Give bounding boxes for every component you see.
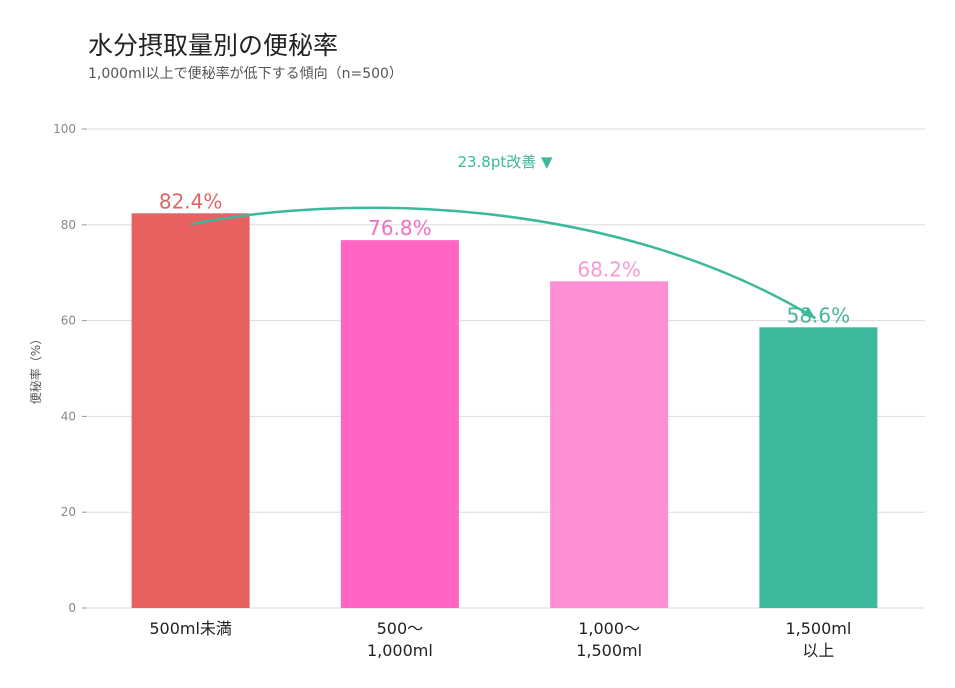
y-axis-label: 便秘率（%） (28, 333, 43, 404)
data-label: 76.8% (368, 216, 432, 240)
y-tick-label: 80 (61, 218, 76, 232)
x-tick-label: 1,500ml (576, 641, 642, 660)
y-tick-label: 0 (68, 601, 76, 615)
x-tick-label: 以上 (802, 641, 834, 660)
x-tick-label: 500ml未満 (149, 619, 232, 638)
x-tick-label: 1,000ml (367, 641, 433, 660)
bar (131, 213, 250, 608)
bar (759, 327, 878, 608)
y-tick-label: 40 (61, 409, 76, 423)
x-tick-label: 1,500ml (785, 619, 851, 638)
chart-subtitle: 1,000ml以上で便秘率が低下する傾向（n=500） (88, 66, 403, 82)
data-label: 82.4% (159, 189, 223, 213)
x-tick-label: 1,000〜 (578, 619, 640, 638)
bar (340, 240, 459, 609)
chart-title: 水分摂取量別の便秘率 (88, 31, 339, 60)
y-tick-label: 60 (61, 314, 76, 328)
arrowhead-icon (802, 307, 816, 319)
bar (550, 281, 669, 608)
data-label: 68.2% (577, 257, 641, 281)
x-tick-label: 500〜 (377, 619, 424, 638)
annotation-label: 23.8pt改善 ▼ (457, 153, 553, 171)
y-tick-label: 20 (61, 505, 76, 519)
y-tick-label: 100 (53, 122, 76, 136)
annotation-arrow (190, 206, 817, 320)
